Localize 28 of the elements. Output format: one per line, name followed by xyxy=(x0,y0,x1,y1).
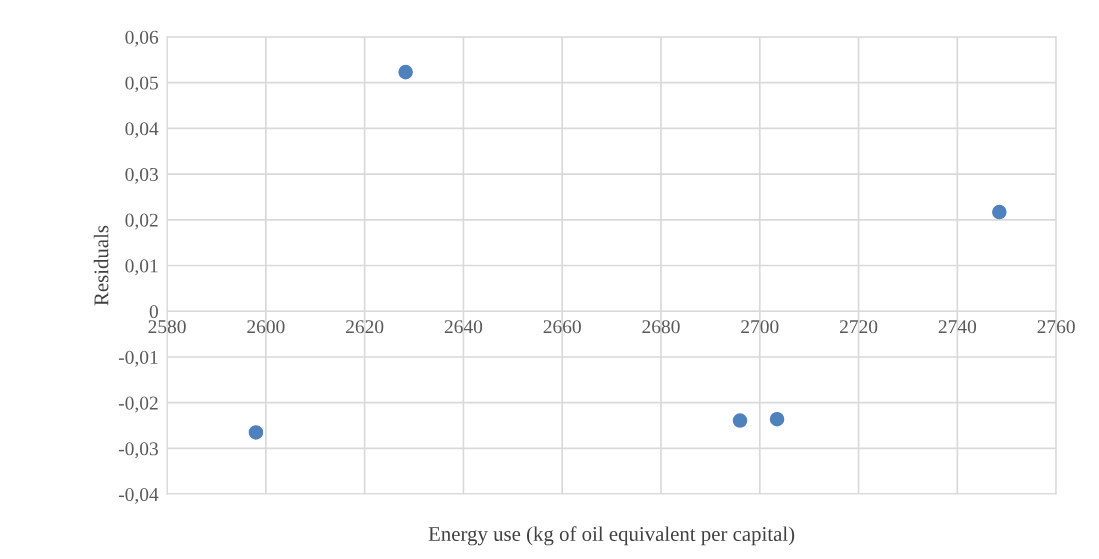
x-tick-label: 2680 xyxy=(642,320,680,334)
y-tick-label: 0,06 xyxy=(125,30,159,47)
point xyxy=(769,411,785,427)
y-tick-label: 0,03 xyxy=(125,167,158,184)
point xyxy=(732,413,748,428)
x-tick-label: 2700 xyxy=(741,320,779,334)
x-tick-label: 2580 xyxy=(148,320,186,334)
x-axis-title: Energy use (kg of oil equivalent per capital) xyxy=(428,526,795,546)
y-tick-label: 0,04 xyxy=(125,122,159,139)
x-tick-label: 2720 xyxy=(839,320,878,334)
x-tick-label: 2640 xyxy=(444,320,483,334)
x-tick-label: 2600 xyxy=(247,320,285,334)
y-tick-label: -0,03 xyxy=(118,442,158,459)
point xyxy=(398,64,413,80)
x-tick-label: 2740 xyxy=(938,320,977,334)
y-tick-label: -0,04 xyxy=(118,487,159,504)
x-tick-label: 2760 xyxy=(1037,320,1075,334)
y-tick-label: 0,02 xyxy=(125,213,158,230)
point xyxy=(248,425,264,440)
x-tick-label: 2660 xyxy=(543,320,581,334)
y-tick-label: -0,01 xyxy=(118,350,158,367)
point xyxy=(992,204,1007,220)
y-tick-label: -0,02 xyxy=(118,396,158,413)
x-tick-label: 2620 xyxy=(346,320,384,334)
y-tick-label: 0,01 xyxy=(125,259,158,276)
y-tick-label: 0 xyxy=(149,305,158,319)
y-axis-title: Residuals xyxy=(93,225,109,306)
y-tick-label: 0,05 xyxy=(125,76,158,93)
